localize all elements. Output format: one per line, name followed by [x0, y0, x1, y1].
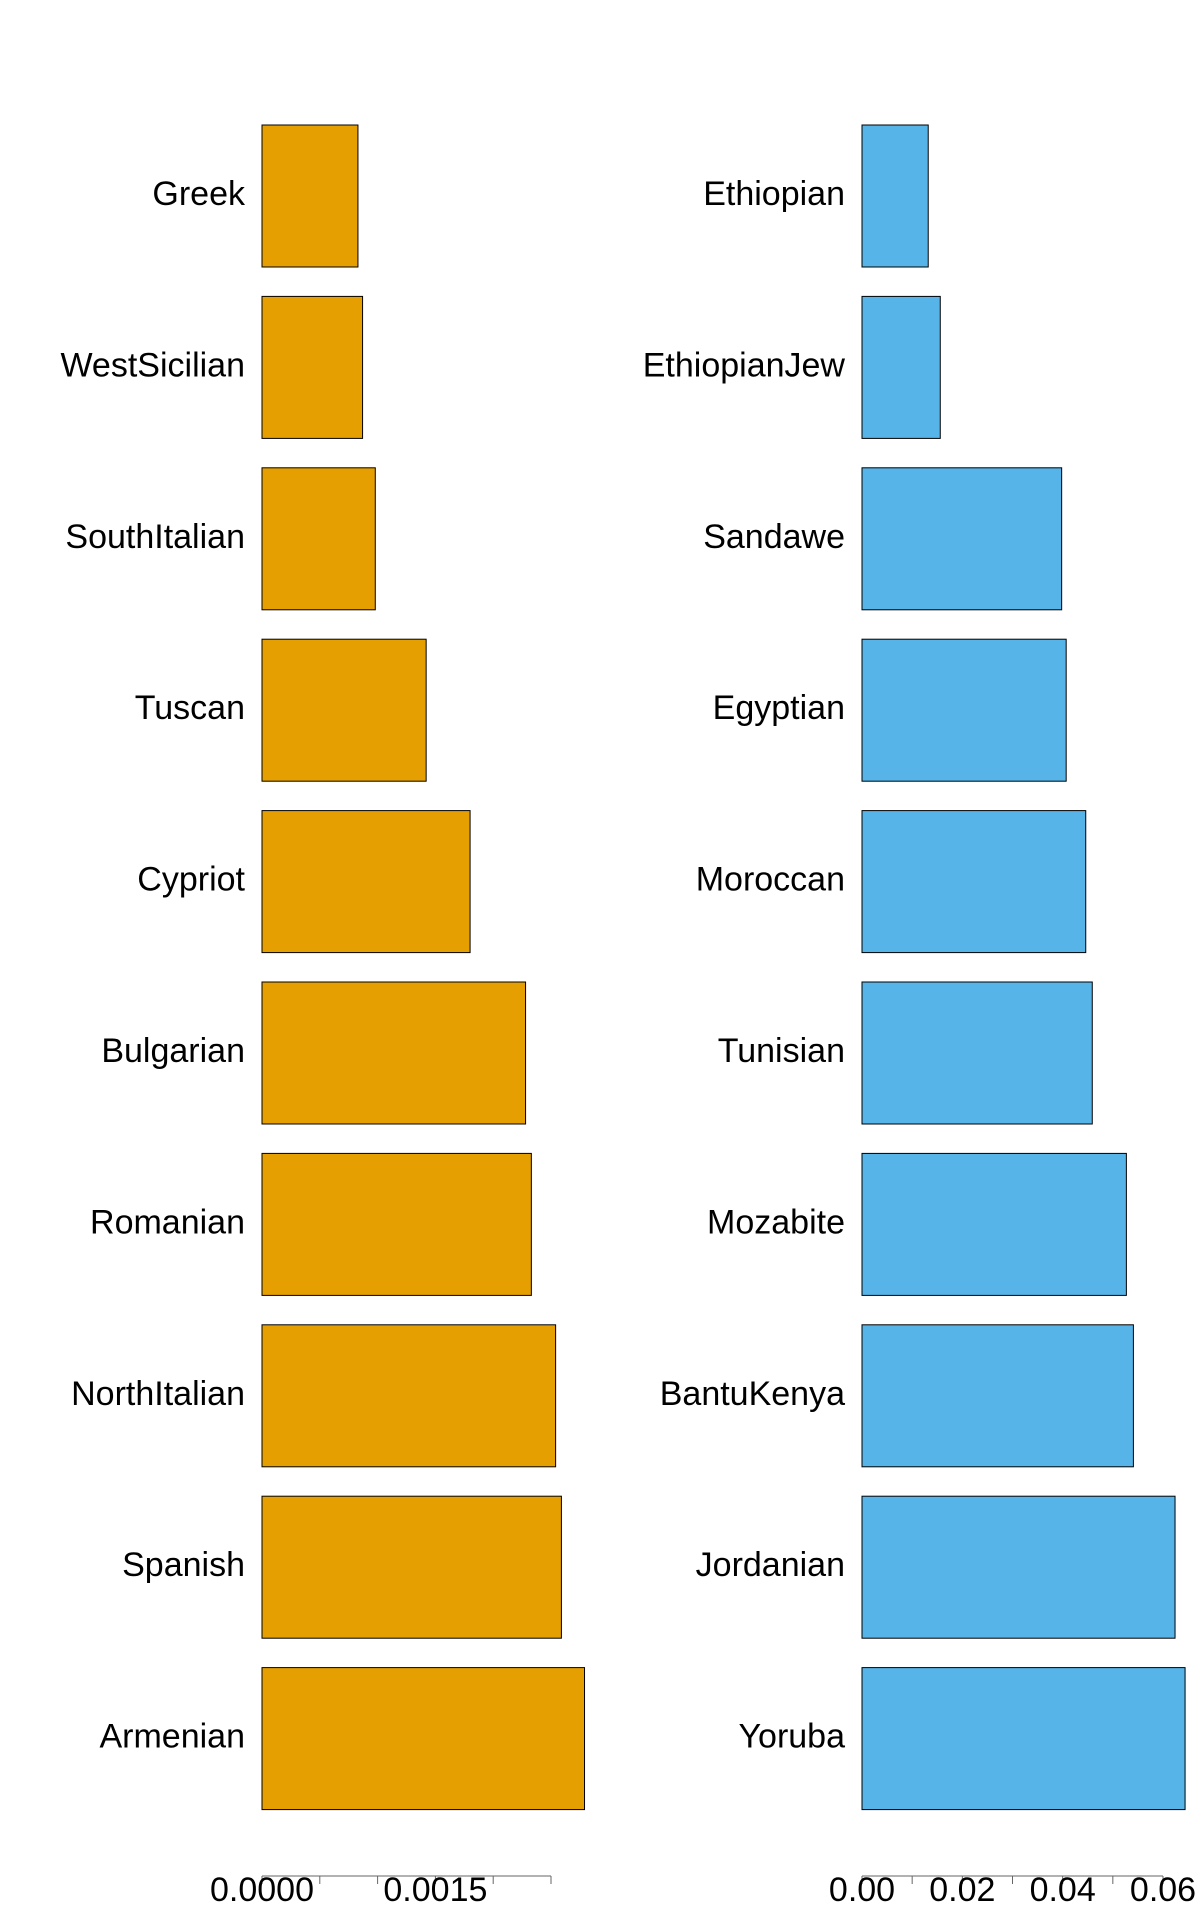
- y-tick-label: EthiopianJew: [643, 346, 846, 384]
- y-tick-label: SouthItalian: [65, 518, 245, 556]
- y-tick-label: Romanian: [90, 1203, 245, 1241]
- bar: [861, 1667, 1186, 1811]
- bar: [261, 810, 471, 954]
- bar: [261, 467, 376, 611]
- bar: [261, 981, 527, 1125]
- y-tick-label: Bulgarian: [101, 1032, 245, 1070]
- x-tick-label: 0.0000: [210, 1871, 314, 1909]
- y-tick-label: Yoruba: [738, 1718, 845, 1756]
- y-tick-label: NorthItalian: [71, 1375, 245, 1413]
- y-tick-label: Armenian: [99, 1718, 245, 1756]
- y-tick-label: Greek: [152, 175, 246, 213]
- x-tick-label: 0.00: [829, 1871, 895, 1909]
- x-tick-label: 0.02: [929, 1871, 995, 1909]
- bar: [261, 1495, 562, 1639]
- bar: [861, 810, 1087, 954]
- bar: [861, 295, 941, 439]
- bar: [261, 124, 359, 268]
- bar: [861, 124, 929, 268]
- y-tick-label: Moroccan: [696, 861, 845, 899]
- bar: [261, 295, 364, 439]
- y-tick-label: BantuKenya: [660, 1375, 845, 1413]
- bar: [261, 1152, 532, 1296]
- bar: [861, 638, 1067, 782]
- y-tick-label: Mozabite: [707, 1203, 845, 1241]
- y-tick-label: WestSicilian: [60, 346, 245, 384]
- y-tick-label: Tuscan: [135, 689, 245, 727]
- x-tick-label: 0.06: [1130, 1871, 1196, 1909]
- y-tick-label: Cypriot: [137, 861, 245, 899]
- y-tick-label: Ethiopian: [703, 175, 845, 213]
- bar: [861, 1324, 1134, 1468]
- bar: [861, 981, 1093, 1125]
- bar: [261, 1667, 586, 1811]
- y-tick-label: Sandawe: [703, 518, 845, 556]
- bar: [261, 638, 427, 782]
- bar: [861, 1495, 1176, 1639]
- y-tick-label: Tunisian: [718, 1032, 845, 1070]
- bar: [861, 467, 1063, 611]
- bar: [261, 1324, 557, 1468]
- y-tick-label: Egyptian: [713, 689, 845, 727]
- bar: [861, 1152, 1127, 1296]
- y-tick-label: Spanish: [122, 1546, 245, 1584]
- x-tick-label: 0.04: [1030, 1871, 1096, 1909]
- x-tick-label: 0.0015: [383, 1871, 487, 1909]
- y-tick-label: Jordanian: [696, 1546, 845, 1584]
